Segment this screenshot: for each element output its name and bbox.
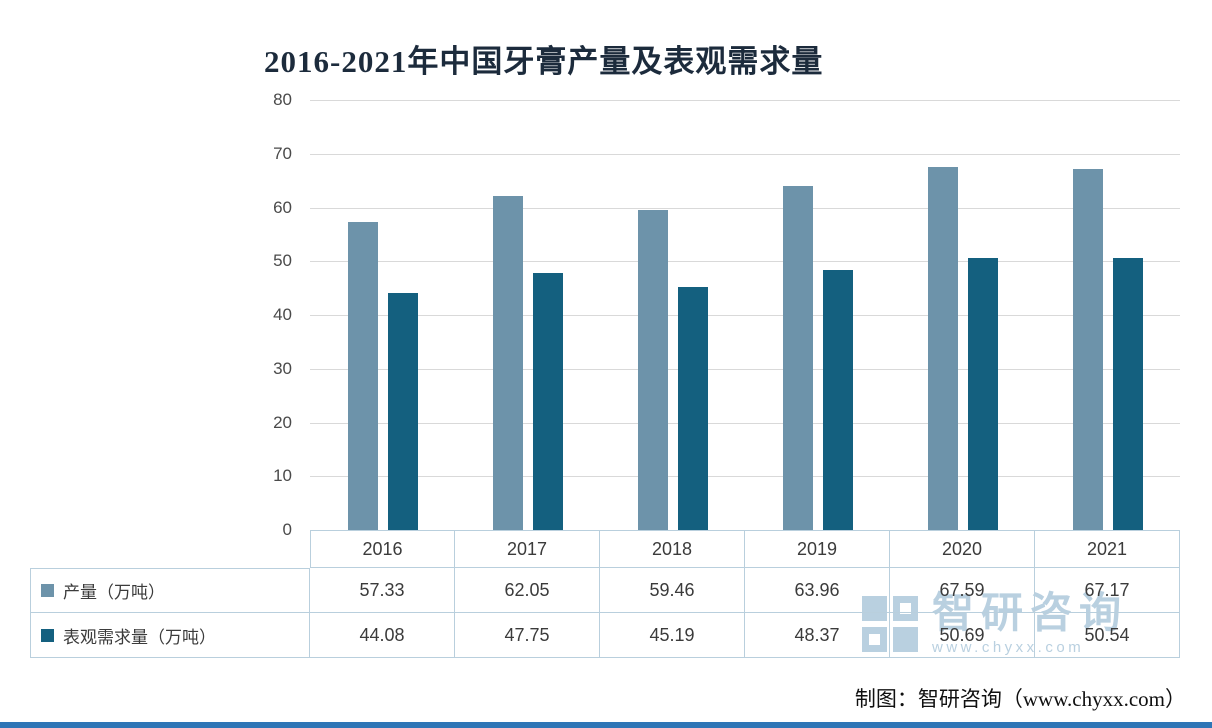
legend-swatch-icon (41, 628, 54, 642)
value-cell: 63.96 (745, 568, 890, 613)
bar-group-2019 (745, 100, 890, 530)
y-tick-label: 60 (273, 197, 292, 217)
bar-series2-2016 (387, 293, 418, 530)
legend-label: 产量（万吨） (63, 583, 165, 602)
value-cell: 45.19 (600, 613, 745, 658)
bar-group-2020 (890, 100, 1035, 530)
bar-series2-2021 (1112, 258, 1143, 530)
year-header-cell: 2016 (310, 530, 455, 568)
value-cell: 59.46 (600, 568, 745, 613)
legend-cell: 产量（万吨） (30, 568, 310, 613)
bar-group-2017 (455, 100, 600, 530)
y-tick-label: 10 (273, 466, 292, 486)
bar-group-2016 (310, 100, 455, 530)
value-cell: 67.59 (890, 568, 1035, 613)
y-axis: 0 10 20 30 40 50 60 70 80 (228, 90, 292, 539)
table-corner-cell (30, 530, 310, 568)
legend-cell: 表观需求量（万吨） (30, 613, 310, 658)
chart-title: 2016-2021年中国牙膏产量及表观需求量 (264, 44, 824, 79)
value-cell: 44.08 (310, 613, 455, 658)
gridline (310, 207, 1180, 209)
bar-group-2018 (600, 100, 745, 530)
bottom-accent-bar (0, 722, 1212, 728)
y-tick-label: 30 (273, 358, 292, 378)
gridline (310, 422, 1180, 424)
bar-series2-2017 (532, 273, 563, 530)
bar-series1-2019 (782, 186, 813, 530)
bar-group-2021 (1035, 100, 1180, 530)
bar-series1-2020 (927, 166, 958, 530)
year-header-cell: 2021 (1035, 530, 1180, 568)
year-header-cell: 2018 (600, 530, 745, 568)
y-tick-label: 0 (282, 520, 292, 539)
year-header-cell: 2020 (890, 530, 1035, 568)
watermark-logo-icon (862, 596, 918, 652)
bar-series2-2019 (822, 270, 853, 530)
y-tick-label: 40 (273, 305, 292, 324)
bar-series2-2018 (677, 287, 708, 530)
bar-series1-2018 (637, 210, 668, 530)
legend-label: 表观需求量（万吨） (63, 627, 216, 647)
bar-series2-2020 (967, 257, 998, 530)
bar-series1-2016 (347, 221, 378, 530)
bar-series1-2017 (492, 196, 523, 530)
year-header-cell: 2017 (455, 530, 600, 568)
value-cell: 57.33 (310, 568, 455, 613)
bar-series1-2021 (1072, 168, 1103, 530)
watermark-url: www.chyxx.com (932, 639, 1085, 656)
y-tick-label: 70 (273, 143, 292, 163)
y-tick-label: 20 (273, 412, 292, 432)
value-cell: 50.54 (1035, 613, 1180, 658)
gridline (310, 153, 1180, 155)
value-cell: 62.05 (455, 568, 600, 613)
value-cell: 67.17 (1035, 568, 1180, 613)
data-table: 2016 2017 2018 2019 2020 2021 产量（万吨） 57.33 62.05… (30, 530, 1180, 658)
gridline (310, 100, 1180, 101)
legend-swatch-icon (41, 584, 54, 597)
y-tick-label: 80 (273, 90, 292, 109)
gridline (310, 261, 1180, 263)
year-header-cell: 2019 (745, 530, 890, 568)
value-cell: 47.75 (455, 613, 600, 658)
y-tick-label: 50 (273, 251, 292, 271)
credit-text: 制图：智研咨询（www.chyxx.com） (854, 687, 1186, 711)
gridline (310, 368, 1180, 370)
plot-area (310, 100, 1180, 530)
value-cell: 48.37 (745, 613, 890, 658)
gridline (310, 315, 1180, 316)
gridline (310, 476, 1180, 478)
value-cell: 50.69 (890, 613, 1035, 658)
